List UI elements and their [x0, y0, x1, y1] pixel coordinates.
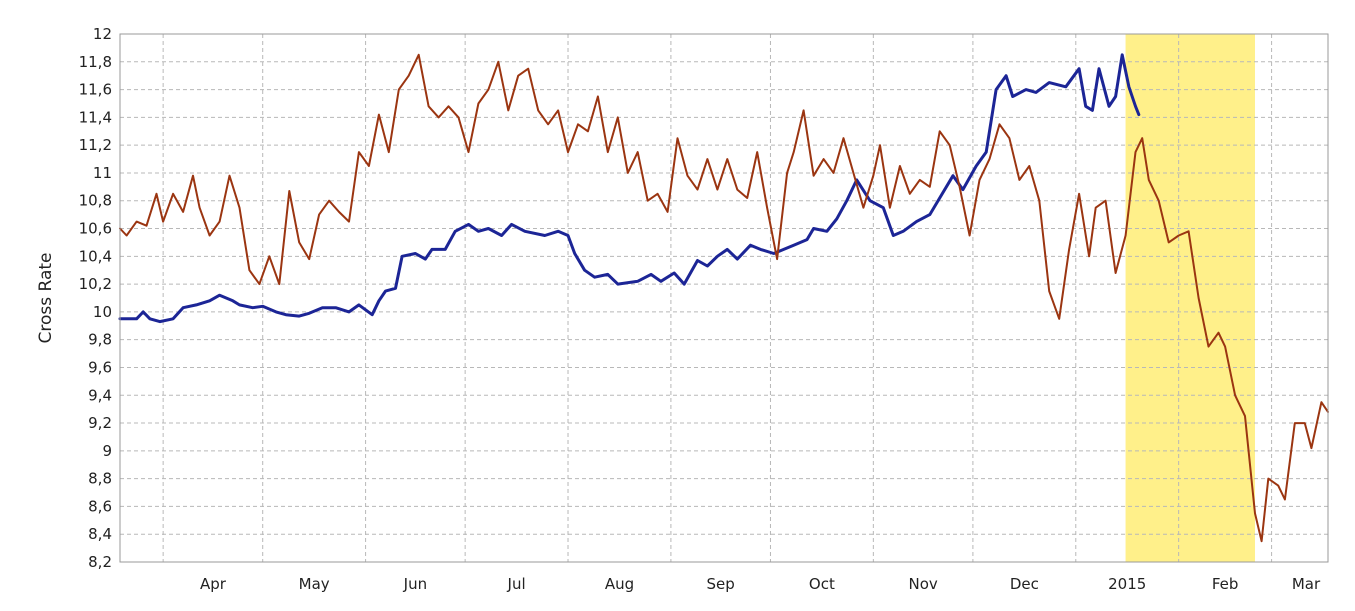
series-line-2	[119, 53, 1329, 543]
y-tick-label: 12	[93, 25, 112, 43]
series-line-1	[118, 53, 1141, 324]
y-tick-labels: 8,2 8,4 8,6 8,8 9 9,2 9,4 9,6 9,8 10 10,2 10,4 10,6 1…	[79, 25, 112, 571]
y-tick-label: 10,4	[79, 247, 112, 265]
plot-frame	[119, 33, 1329, 563]
y-tick-label: 8,4	[88, 525, 112, 543]
y-tick-label: 9,6	[88, 358, 112, 376]
y-tick-label: 11,6	[79, 81, 112, 99]
y-tick-label: 8,8	[88, 470, 112, 488]
y-tick-label: 10,6	[79, 220, 112, 238]
x-tick-label: Jul	[507, 575, 526, 593]
y-tick-label: 9,8	[88, 331, 112, 349]
y-tick-label: 11,2	[79, 136, 112, 154]
x-tick-label: Mar	[1292, 575, 1321, 593]
y-tick-label: 9,4	[88, 386, 112, 404]
x-tick-label: May	[299, 575, 330, 593]
y-tick-label: 9	[102, 442, 112, 460]
x-tick-label: Jun	[403, 575, 427, 593]
highlight-band	[1125, 34, 1255, 562]
x-tick-label: 2015	[1108, 575, 1146, 593]
highlight-band-layer	[1125, 34, 1255, 562]
x-tick-label: Feb	[1212, 575, 1239, 593]
y-tick-label: 8,2	[88, 553, 112, 571]
y-axis-title: Cross Rate	[36, 253, 56, 344]
x-tick-label: Apr	[200, 575, 227, 593]
y-tick-label: 11,4	[79, 108, 112, 126]
gridlines	[120, 34, 1328, 562]
y-tick-label: 11	[93, 164, 112, 182]
series-layer	[118, 53, 1329, 543]
y-tick-label: 10	[93, 303, 112, 321]
y-tick-label: 10,2	[79, 275, 112, 293]
y-tick-label: 8,6	[88, 497, 112, 515]
x-tick-label: Aug	[605, 575, 634, 593]
y-tick-label: 10,8	[79, 192, 112, 210]
x-tick-label: Oct	[809, 575, 835, 593]
x-tick-label: Sep	[707, 575, 735, 593]
x-tick-labels: Apr May Jun Jul Aug Sep Oct Nov Dec 2015 Feb Mar	[200, 575, 1321, 593]
y-tick-label: 11,8	[79, 53, 112, 71]
y-tick-label: 9,2	[88, 414, 112, 432]
x-tick-label: Nov	[908, 575, 937, 593]
x-tick-label: Dec	[1010, 575, 1039, 593]
